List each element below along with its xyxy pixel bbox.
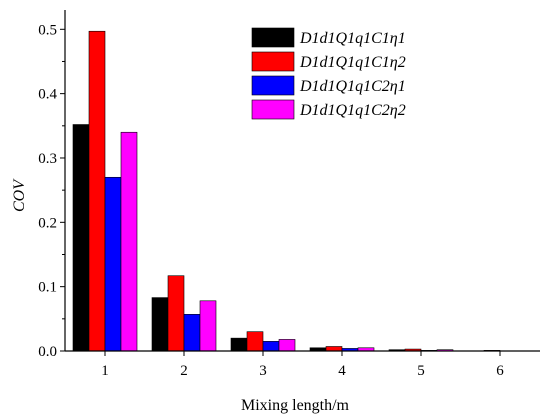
legend: D1d1Q1q1C1η1 D1d1Q1q1C1η2 D1d1Q1q1C2η1 D1d1… <box>251 27 406 120</box>
ticks-layer: 0.0 0.1 0.2 0.3 0.4 0.5 1 2 3 4 5 6 <box>38 22 504 379</box>
x-tick-label: 2 <box>180 363 188 379</box>
legend-swatch <box>251 75 295 96</box>
bar-series-2-cat-2 <box>167 275 185 352</box>
bars-layer <box>72 30 501 352</box>
bar-series-4-cat-3 <box>278 339 296 352</box>
bar-series-2-cat-4 <box>325 346 343 352</box>
bar-series-1-cat-1 <box>72 124 90 352</box>
bar-series-1-cat-2 <box>151 297 169 352</box>
x-tick-label: 5 <box>417 363 425 379</box>
axes-layer <box>64 10 540 352</box>
y-tick-label: 0.1 <box>38 280 57 296</box>
legend-swatch <box>251 51 295 72</box>
x-tick-label: 3 <box>259 363 267 379</box>
x-tick-label: 4 <box>338 363 346 379</box>
bar-series-1-cat-3 <box>230 337 248 352</box>
bar-series-3-cat-2 <box>183 314 201 352</box>
legend-swatch <box>251 27 295 48</box>
x-axis-title: Mixing length/m <box>241 397 350 414</box>
legend-swatch <box>251 99 295 120</box>
bar-series-4-cat-1 <box>120 131 138 352</box>
y-tick-label: 0.2 <box>38 215 57 231</box>
y-tick-label: 0.3 <box>38 151 57 167</box>
legend-label: D1d1Q1q1C1η1 <box>299 30 406 47</box>
bar-series-4-cat-2 <box>199 300 217 352</box>
y-axis-title: COV <box>11 178 28 212</box>
legend-label: D1d1Q1q1C1η2 <box>299 54 406 71</box>
y-tick-label: 0.5 <box>38 22 57 38</box>
legend-label: D1d1Q1q1C2η2 <box>299 102 406 119</box>
x-tick-label: 1 <box>101 363 109 379</box>
bar-series-2-cat-1 <box>88 30 106 352</box>
bar-series-2-cat-3 <box>246 331 264 352</box>
y-tick-label: 0.4 <box>38 87 57 103</box>
bar-series-3-cat-3 <box>262 341 280 352</box>
bar-series-3-cat-1 <box>104 176 122 352</box>
x-tick-label: 6 <box>496 363 504 379</box>
legend-label: D1d1Q1q1C2η1 <box>299 78 406 95</box>
y-tick-label: 0.0 <box>38 344 57 360</box>
